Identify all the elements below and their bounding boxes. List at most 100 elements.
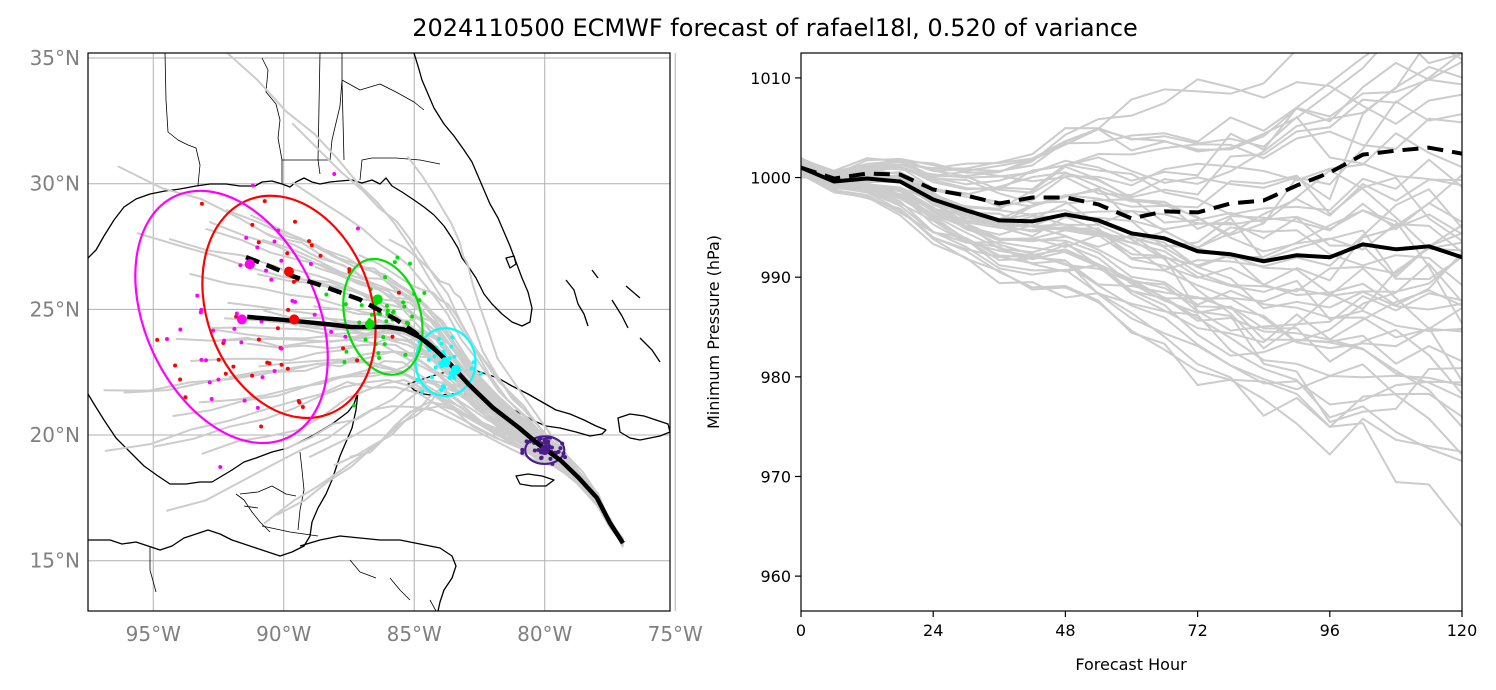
central-america-coast: [299, 535, 457, 611]
member-point: [232, 326, 237, 331]
member-point: [363, 337, 368, 342]
member-pressure-line: [801, 172, 1462, 428]
member-point: [520, 447, 525, 452]
pressure-mean-lines: [801, 145, 1462, 264]
member-point: [209, 396, 214, 401]
member-point: [390, 334, 395, 339]
member-point: [385, 303, 390, 308]
variance-ellipse: [414, 327, 477, 398]
member-point: [377, 355, 382, 360]
x-tick-label: 0: [796, 621, 806, 640]
ellipse-center-dot: [283, 266, 294, 277]
member-point: [539, 455, 544, 460]
member-point: [234, 311, 239, 316]
member-point: [342, 360, 347, 365]
map-tick-labels: 95°W 90°W 85°W 80°W 75°W 15°N 20°N 25°N 30°N 35°N: [30, 46, 703, 646]
member-point: [441, 349, 446, 354]
member-point: [344, 349, 349, 354]
member-point: [207, 380, 212, 385]
member-point: [292, 219, 297, 224]
map-xtick-label: 80°W: [517, 622, 572, 646]
member-point: [432, 354, 437, 359]
member-point: [385, 308, 390, 313]
map-ytick-label: 25°N: [30, 297, 80, 321]
member-point: [307, 239, 312, 244]
y-tick-label: 960: [760, 567, 791, 586]
member-point: [250, 222, 255, 227]
member-point: [178, 327, 183, 332]
member-point: [383, 275, 388, 280]
ellipse-center-dot: [236, 314, 247, 325]
member-point: [164, 337, 169, 342]
member-point: [234, 314, 239, 319]
member-point: [285, 251, 290, 256]
member-point: [548, 456, 553, 461]
map-ytick-label: 35°N: [30, 46, 80, 70]
member-track: [291, 181, 624, 543]
member-point: [272, 239, 277, 244]
y-tick-label: 970: [760, 467, 791, 486]
member-point: [312, 312, 317, 317]
member-point: [255, 245, 260, 250]
member-point: [155, 337, 160, 342]
member-point: [262, 199, 267, 204]
ellipse-center-dot: [440, 357, 451, 368]
member-point: [401, 300, 406, 305]
member-point: [478, 371, 483, 376]
member-point: [563, 455, 568, 460]
member-point: [440, 384, 445, 389]
member-pressure-line: [801, 166, 1462, 253]
member-point: [285, 366, 290, 371]
member-pressure-line: [801, 160, 1462, 293]
member-point: [203, 358, 208, 363]
mean-tracks: [243, 254, 625, 545]
member-track: [166, 405, 624, 544]
member-point: [291, 279, 296, 284]
map-xtick-label: 95°W: [126, 622, 181, 646]
member-point: [384, 319, 389, 324]
member-point: [546, 439, 551, 444]
pressure-ticks: 0 24 48 72 96 120 960 970 980 990 1000 1010: [750, 69, 1477, 640]
member-point: [359, 303, 364, 308]
y-tick-label: 1010: [750, 69, 791, 88]
member-point: [242, 398, 247, 403]
member-point: [199, 307, 204, 312]
member-point: [250, 183, 255, 188]
mean-pressure-dashed: [801, 145, 1462, 221]
ellipse-center-dot: [372, 294, 383, 305]
member-point: [279, 258, 284, 263]
member-point: [392, 260, 397, 265]
member-point: [355, 358, 360, 363]
member-point: [343, 302, 348, 307]
member-point: [279, 346, 284, 351]
member-point: [369, 312, 374, 317]
member-point: [352, 403, 357, 408]
member-point: [450, 335, 455, 340]
member-point: [211, 328, 216, 333]
member-point: [452, 376, 457, 381]
track-map-panel: 95°W 90°W 85°W 80°W 75°W 15°N 20°N 25°N 30°N 35°N: [30, 46, 703, 646]
member-track: [152, 378, 624, 544]
map-xtick-label: 90°W: [256, 622, 311, 646]
member-point: [199, 201, 204, 206]
ellipse-centers: [236, 259, 550, 456]
member-point: [536, 448, 541, 453]
member-point: [357, 320, 362, 325]
member-point: [341, 346, 346, 351]
member-point: [318, 253, 323, 258]
member-point: [260, 375, 265, 380]
member-point: [449, 344, 454, 349]
member-point: [391, 309, 396, 314]
map-ytick-label: 15°N: [30, 549, 80, 573]
gulf-coastline: [88, 53, 533, 327]
figure-title: 2024110500 ECMWF forecast of rafael18l, …: [412, 14, 1138, 42]
member-point: [410, 314, 415, 319]
member-point: [216, 357, 221, 362]
member-point: [259, 319, 264, 324]
x-tick-label: 96: [1320, 621, 1340, 640]
member-pressure-line: [801, 172, 1462, 424]
member-pressure-line: [801, 53, 1462, 199]
member-point: [218, 465, 223, 470]
member-point: [324, 292, 329, 297]
member-point: [542, 440, 547, 445]
